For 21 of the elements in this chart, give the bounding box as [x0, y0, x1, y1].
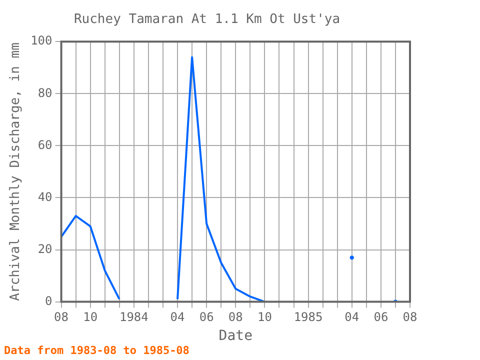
x-tick-label: 06: [374, 310, 388, 324]
x-tick-label: 04: [170, 310, 185, 324]
y-tick-label: 60: [38, 138, 52, 152]
x-tick-label: 08: [402, 310, 418, 324]
y-tick-label: 0: [45, 294, 52, 308]
x-axis-title: Date: [218, 328, 252, 344]
x-tick-label: 08: [54, 310, 68, 324]
y-axis-title: Archival Monthly Discharge, in mm: [8, 42, 24, 301]
x-tick-label: 10: [83, 310, 98, 324]
x-tick-label: 08: [228, 310, 243, 324]
text: Data from 1983-08 to 1985-08: [4, 344, 190, 357]
x-tick-label: 06: [199, 310, 214, 324]
y-tick-label: 20: [38, 242, 52, 256]
y-tick-label: 100: [30, 34, 52, 48]
y-tick-label: 40: [38, 190, 52, 204]
x-tick-label: 1985: [294, 310, 323, 324]
chart-title: Ruchey Tamaran At 1.1 Km Ot Ust'ya: [74, 12, 340, 28]
x-tick-label: 04: [344, 310, 360, 324]
y-tick-label: 80: [38, 86, 52, 100]
x-tick-label: 10: [257, 310, 272, 324]
x-tick-label: 1984: [119, 310, 148, 324]
